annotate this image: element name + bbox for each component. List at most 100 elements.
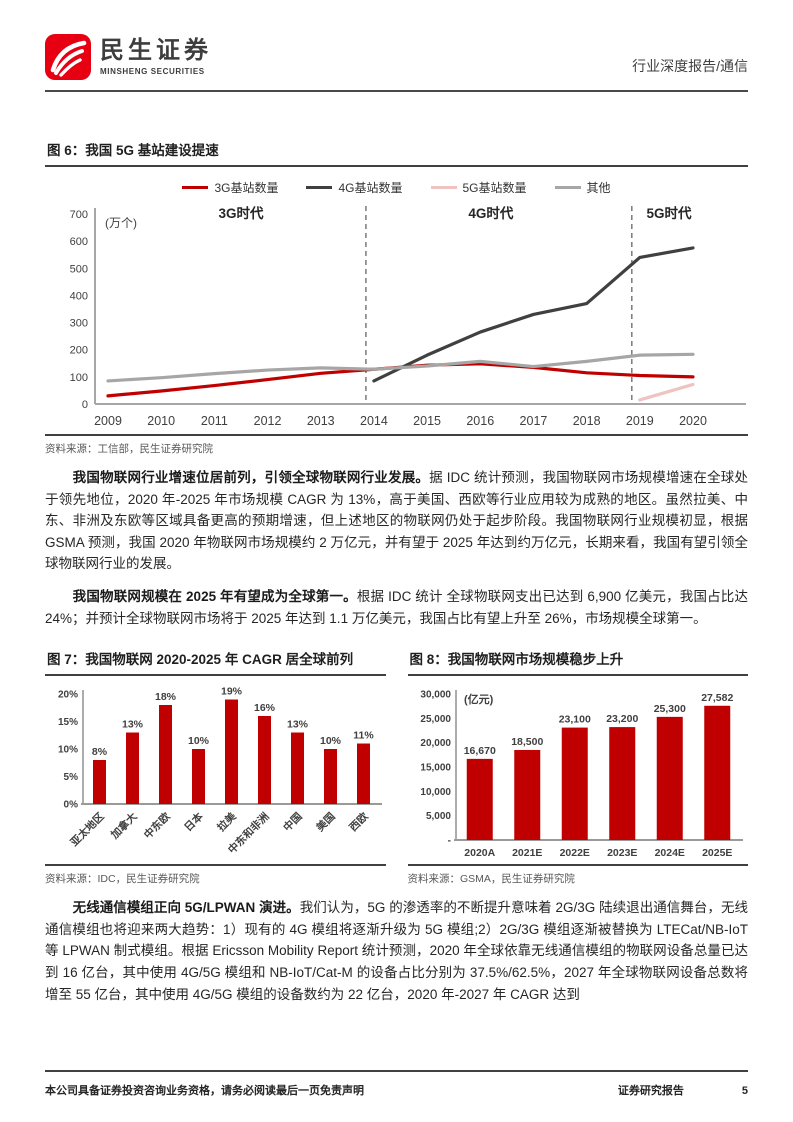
svg-text:10%: 10%	[320, 735, 342, 747]
report-type-label: 行业深度报告/通信	[632, 58, 748, 74]
svg-text:300: 300	[70, 318, 88, 330]
paragraph-iot-scale: 我国物联网规模在 2025 年有望成为全球第一。根据 IDC 统计 全球物联网支…	[45, 586, 748, 629]
svg-text:2017: 2017	[520, 414, 548, 428]
svg-text:2012: 2012	[254, 414, 282, 428]
figure6-source: 资料来源：工信部，民生证券研究院	[45, 443, 213, 455]
svg-text:700: 700	[70, 209, 88, 221]
svg-text:(亿元): (亿元)	[464, 692, 494, 706]
svg-text:600: 600	[70, 236, 88, 248]
svg-text:中国: 中国	[281, 810, 305, 834]
figure7-column: 图 7：我国物联网 2020-2025 年 CAGR 居全球前列 0% 5% 10%…	[45, 643, 386, 886]
svg-text:10%: 10%	[188, 735, 210, 747]
figure6-block: 图 6：我国 5G 基站建设提速 3G基站数量 4G基站数量 5G基站数量 其他 0 1…	[45, 134, 748, 436]
minsheng-logo-icon	[45, 34, 91, 80]
cagr-bar-chart: 0% 5% 10% 15% 20% 8% 13% 18% 10% 19% 16% 13% 10% 11% 亚…	[58, 686, 382, 856]
figure6-title: 图 6：我国 5G 基站建设提速	[45, 134, 748, 167]
svg-text:(万个): (万个)	[105, 216, 137, 230]
svg-text:400: 400	[70, 290, 88, 302]
svg-text:500: 500	[70, 263, 88, 275]
legend-swatch	[430, 186, 457, 189]
brand-logo: 民生证券 MINSHENG SECURITIES	[45, 34, 212, 80]
legend-label: 其他	[586, 181, 611, 195]
svg-text:2020A: 2020A	[464, 847, 495, 859]
svg-text:13%: 13%	[122, 719, 144, 731]
legend-item: 5G基站数量	[430, 179, 527, 196]
brand-text: 民生证券 MINSHENG SECURITIES	[100, 38, 212, 75]
legend-item: 3G基站数量	[182, 179, 278, 196]
svg-text:200: 200	[70, 345, 88, 357]
paragraph-body: 我们认为，5G 的渗透率的不断提升意味着 2G/3G 陆续退出通信舞台，无线通信…	[45, 900, 748, 1002]
svg-text:10,000: 10,000	[420, 787, 451, 798]
legend-label: 3G基站数量	[214, 181, 279, 195]
figure7-title: 图 7：我国物联网 2020-2025 年 CAGR 居全球前列	[45, 643, 386, 677]
svg-text:23,100: 23,100	[558, 714, 590, 726]
figure8-column: 图 8：我国物联网市场规模稳步上升 - 5,000 10,000 15,000 20,0…	[407, 643, 748, 886]
svg-text:20,000: 20,000	[420, 738, 451, 749]
legend-item: 其他	[554, 179, 611, 196]
svg-text:27,582: 27,582	[701, 692, 733, 704]
svg-text:亚太地区: 亚太地区	[68, 810, 107, 849]
svg-text:100: 100	[70, 372, 88, 384]
svg-text:18,500: 18,500	[511, 736, 543, 748]
svg-text:2022E: 2022E	[559, 847, 589, 859]
market-size-bar-chart: - 5,000 10,000 15,000 20,000 25,000 30,000 (亿元)…	[420, 690, 743, 859]
svg-text:30,000: 30,000	[420, 690, 451, 701]
svg-text:美国: 美国	[314, 810, 338, 834]
svg-text:23,200: 23,200	[606, 713, 638, 725]
svg-text:2025E: 2025E	[702, 847, 732, 859]
footer-report-label: 证券研究报告	[617, 1085, 684, 1097]
svg-text:13%: 13%	[287, 719, 309, 731]
svg-text:25,300: 25,300	[653, 703, 685, 715]
svg-text:11%: 11%	[353, 730, 374, 742]
svg-text:2015: 2015	[413, 414, 441, 428]
figure6-legend: 3G基站数量 4G基站数量 5G基站数量 其他	[45, 179, 748, 196]
svg-text:2016: 2016	[466, 414, 494, 428]
legend-swatch	[182, 186, 209, 189]
svg-text:5%: 5%	[64, 772, 79, 783]
brand-subtitle: MINSHENG SECURITIES	[100, 66, 205, 76]
brand-name: 民生证券	[100, 37, 212, 65]
svg-text:2011: 2011	[201, 414, 228, 428]
legend-item: 4G基站数量	[306, 179, 403, 196]
svg-text:2019: 2019	[626, 414, 654, 428]
svg-text:5G时代: 5G时代	[647, 205, 693, 221]
svg-text:加拿大: 加拿大	[107, 810, 140, 843]
svg-text:25,000: 25,000	[420, 714, 451, 725]
legend-label: 5G基站数量	[462, 181, 527, 195]
svg-text:2009: 2009	[94, 414, 122, 428]
report-page: 民生证券 MINSHENG SECURITIES 行业深度报告/通信 图 6：我…	[45, 34, 748, 1005]
figure8-title: 图 8：我国物联网市场规模稳步上升	[407, 643, 748, 677]
svg-text:西欧: 西欧	[347, 810, 371, 834]
figure7-block: 图 7：我国物联网 2020-2025 年 CAGR 居全球前列 0% 5% 10%…	[45, 643, 386, 867]
svg-text:拉美: 拉美	[215, 810, 239, 834]
legend-swatch	[554, 186, 581, 189]
footer-disclaimer: 本公司具备证券投资咨询业务资格，请务必阅读最后一页免责声明	[45, 1085, 364, 1097]
paragraph-module-evolution: 无线通信模组正向 5G/LPWAN 演进。我们认为，5G 的渗透率的不断提升意味…	[45, 897, 748, 1005]
page-number: 5	[741, 1085, 748, 1097]
svg-text:16,670: 16,670	[463, 745, 495, 757]
paragraph-lead: 我国物联网规模在 2025 年有望成为全球第一。	[72, 588, 357, 604]
svg-text:2010: 2010	[147, 414, 175, 428]
svg-text:2018: 2018	[573, 414, 601, 428]
figure8-source: 资料来源：GSMA，民生证券研究院	[407, 873, 575, 886]
svg-text:日本: 日本	[182, 810, 206, 834]
svg-text:2021E: 2021E	[512, 847, 542, 859]
svg-text:2013: 2013	[307, 414, 335, 428]
legend-swatch	[306, 186, 333, 189]
paragraph-lead: 无线通信模组正向 5G/LPWAN 演进。	[72, 900, 300, 916]
svg-text:15,000: 15,000	[420, 763, 451, 774]
paragraph-lead: 我国物联网行业增速位居前列，引领全球物联网行业发展。	[72, 470, 430, 485]
svg-text:10%: 10%	[58, 745, 78, 756]
legend-label: 4G基站数量	[338, 181, 403, 195]
svg-text:0%: 0%	[64, 800, 79, 811]
svg-text:3G时代: 3G时代	[218, 205, 264, 221]
svg-text:19%: 19%	[221, 686, 243, 698]
page-header: 民生证券 MINSHENG SECURITIES 行业深度报告/通信	[45, 34, 748, 92]
svg-text:2024E: 2024E	[654, 847, 684, 859]
svg-text:-: -	[447, 836, 450, 847]
page-footer: 本公司具备证券投资咨询业务资格，请务必阅读最后一页免责声明 证券研究报告 5	[45, 1070, 748, 1098]
svg-text:2014: 2014	[360, 414, 388, 428]
svg-text:5,000: 5,000	[425, 811, 450, 822]
paragraph-body: 根据 IDC 统计 全球物联网支出已达到 6,900 亿美元，我国占比达 24%…	[45, 588, 748, 626]
paragraph-iot-growth: 我国物联网行业增速位居前列，引领全球物联网行业发展。据 IDC 统计预测，我国物…	[45, 467, 748, 575]
